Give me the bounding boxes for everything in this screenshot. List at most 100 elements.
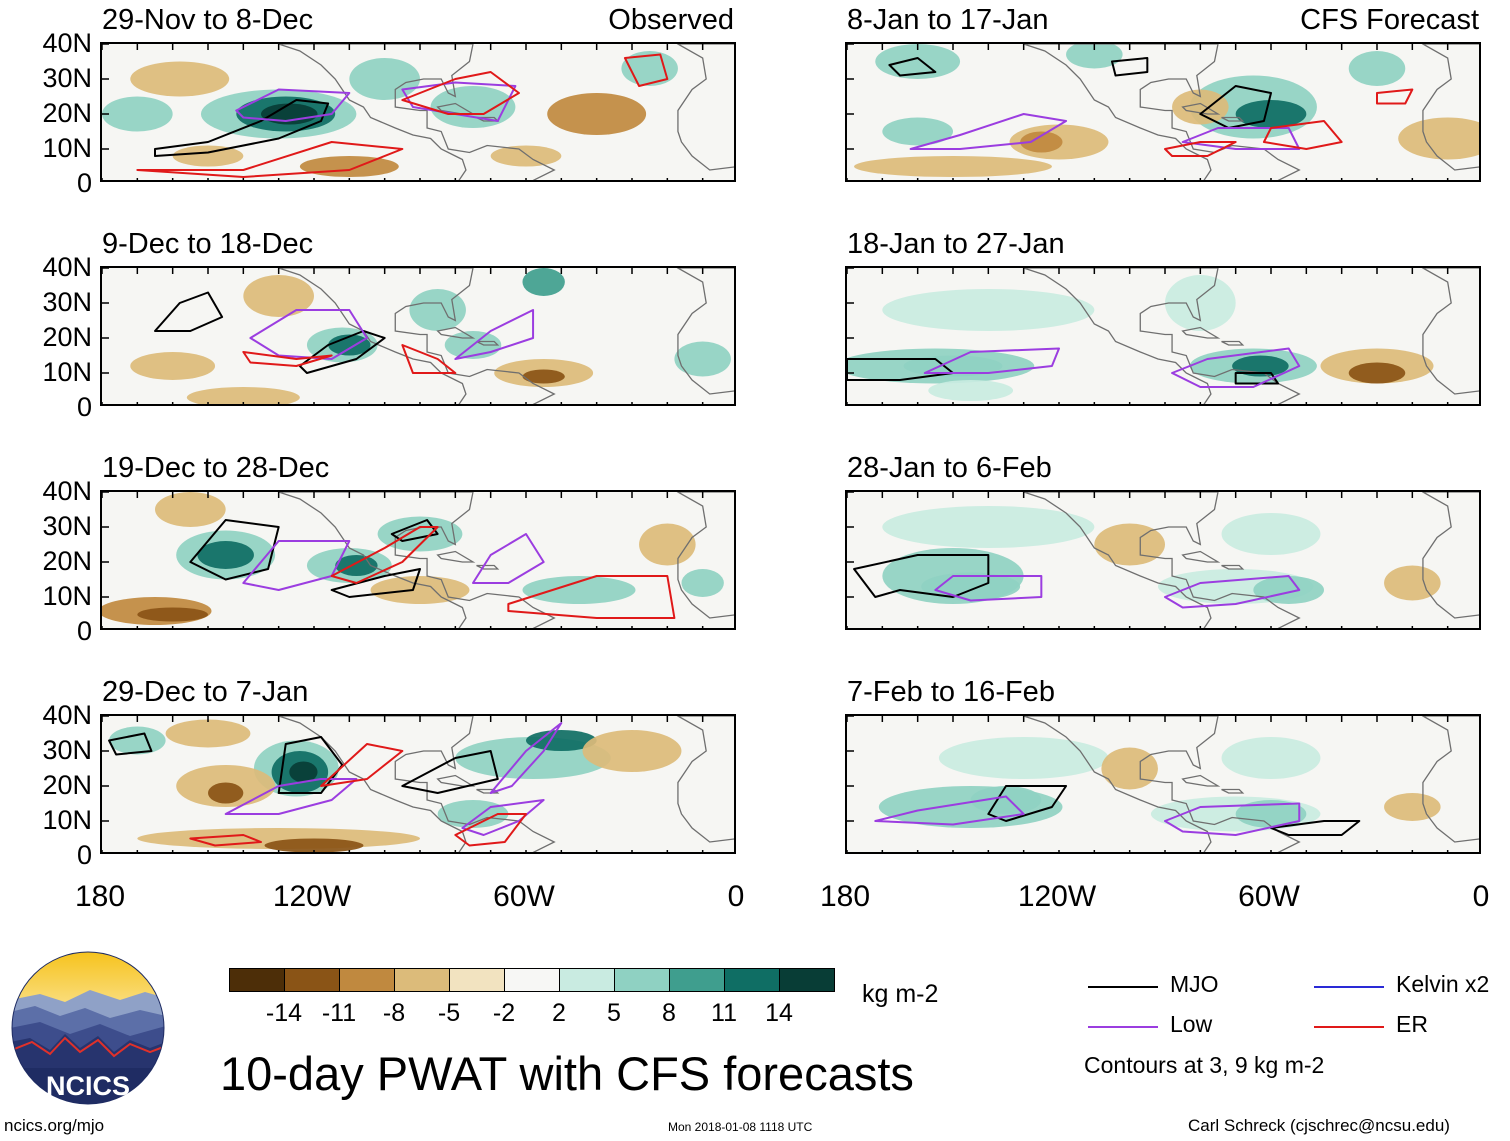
coastline	[476, 564, 500, 570]
coastline	[476, 788, 500, 794]
legend-label: MJO	[1170, 971, 1219, 997]
coastline	[436, 326, 476, 339]
anomaly-blob	[1221, 513, 1321, 555]
contour-er	[401, 71, 520, 115]
panel-map-svg	[102, 716, 734, 852]
anomaly-blob	[882, 117, 953, 146]
colorbar-swatch	[284, 968, 340, 992]
y-tick-label: 30N	[42, 287, 92, 317]
colorbar-swatch	[669, 968, 725, 992]
contour-low	[1164, 802, 1301, 836]
map-panel-p7	[845, 490, 1481, 630]
anomaly-blob	[130, 61, 230, 97]
panel-title: 7-Feb to 16-Feb	[847, 676, 1055, 708]
panel-title: 9-Dec to 18-Dec	[102, 228, 314, 260]
contour-mjo	[390, 519, 439, 542]
contour-mjo	[401, 750, 499, 794]
panel-tag: CFS Forecast	[1300, 4, 1479, 36]
contour-low	[1181, 127, 1301, 150]
anomaly-blob	[197, 541, 254, 569]
anomaly-blob	[1221, 737, 1321, 779]
anomaly-blob	[243, 275, 314, 317]
footer-author: Carl Schreck (cjschrec@ncsu.edu)	[1188, 1116, 1450, 1135]
contour-mjo	[1199, 85, 1272, 129]
contour-er	[454, 813, 527, 847]
y-tick-label: 10N	[42, 133, 92, 163]
anomaly-blob	[1384, 565, 1441, 601]
anomaly-blob	[208, 782, 244, 804]
x-tick-label: 180	[74, 880, 126, 913]
panel-tag: Observed	[608, 4, 734, 36]
anomaly-blob	[1235, 100, 1307, 128]
contour-mjo	[1111, 57, 1149, 77]
anomaly-blob	[370, 576, 470, 604]
coastline	[1181, 326, 1221, 339]
coastline	[1023, 492, 1301, 628]
panel-map-svg	[102, 44, 734, 180]
legend-label: ER	[1396, 1011, 1428, 1037]
anomaly-blob	[165, 719, 251, 748]
coastline	[436, 774, 476, 787]
contour-low	[934, 575, 1043, 602]
coastline	[278, 716, 556, 852]
anomaly-blob	[186, 387, 300, 404]
anomaly-blob	[875, 44, 961, 79]
coastline	[476, 340, 500, 346]
coastline	[1221, 340, 1245, 346]
colorbar-label: 14	[765, 999, 793, 1027]
y-tick-label: 30N	[42, 63, 92, 93]
panel-map-svg	[847, 716, 1479, 852]
anomaly-blob	[639, 523, 696, 566]
contour-er	[401, 344, 457, 374]
colorbar-label: -5	[437, 999, 461, 1027]
contour-low	[874, 795, 1025, 826]
colorbar-swatch	[449, 968, 505, 992]
anomaly-blob	[882, 506, 1095, 548]
contour-er	[507, 575, 676, 619]
contour-mjo	[154, 291, 224, 332]
footer-site: ncics.org/mjo	[4, 1116, 105, 1135]
anomaly-blob	[522, 268, 565, 296]
coastline	[278, 268, 556, 404]
contour-low	[909, 113, 1068, 150]
anomaly-blob	[882, 289, 1095, 331]
colorbar-swatch	[559, 968, 615, 992]
coastline	[1421, 44, 1479, 171]
contour-mjo	[108, 732, 153, 756]
coastline	[1181, 102, 1221, 115]
coastline	[1181, 774, 1221, 787]
coastline	[278, 44, 556, 180]
coastline	[676, 716, 734, 843]
anomaly-blob	[582, 730, 682, 772]
coastline	[436, 550, 476, 563]
anomaly-blob	[522, 576, 636, 604]
contour-low	[224, 778, 358, 815]
contour-mjo	[154, 99, 330, 157]
anomaly-blob	[289, 761, 318, 783]
x-tick-label: 0	[727, 880, 745, 913]
contour-low	[472, 533, 545, 584]
anomaly-blob	[264, 838, 364, 852]
anomaly-blob	[1020, 131, 1063, 153]
panel-map-svg	[847, 268, 1479, 404]
contour-low	[454, 309, 535, 360]
x-tick-label: 60W	[1238, 880, 1300, 913]
panel-map-svg	[102, 492, 734, 628]
anomaly-blob	[130, 352, 216, 380]
coastline	[676, 268, 734, 395]
panel-title: 29-Nov to 8-Dec	[102, 4, 314, 36]
contour-mjo	[847, 358, 954, 381]
map-panel-p4	[100, 714, 736, 854]
contour-er	[136, 141, 404, 178]
coastline	[1221, 116, 1245, 122]
anomaly-blob	[137, 607, 208, 622]
contour-low	[461, 799, 545, 836]
ncics-logo: NCICS	[10, 950, 166, 1106]
contour-er	[1376, 88, 1414, 105]
anomaly-blob	[854, 156, 1052, 177]
colorbar-swatch	[339, 968, 395, 992]
contour-er	[1262, 120, 1343, 150]
colorbar-label: 2	[552, 999, 566, 1027]
colorbar-swatch	[394, 968, 450, 992]
anomaly-blob	[547, 93, 647, 135]
